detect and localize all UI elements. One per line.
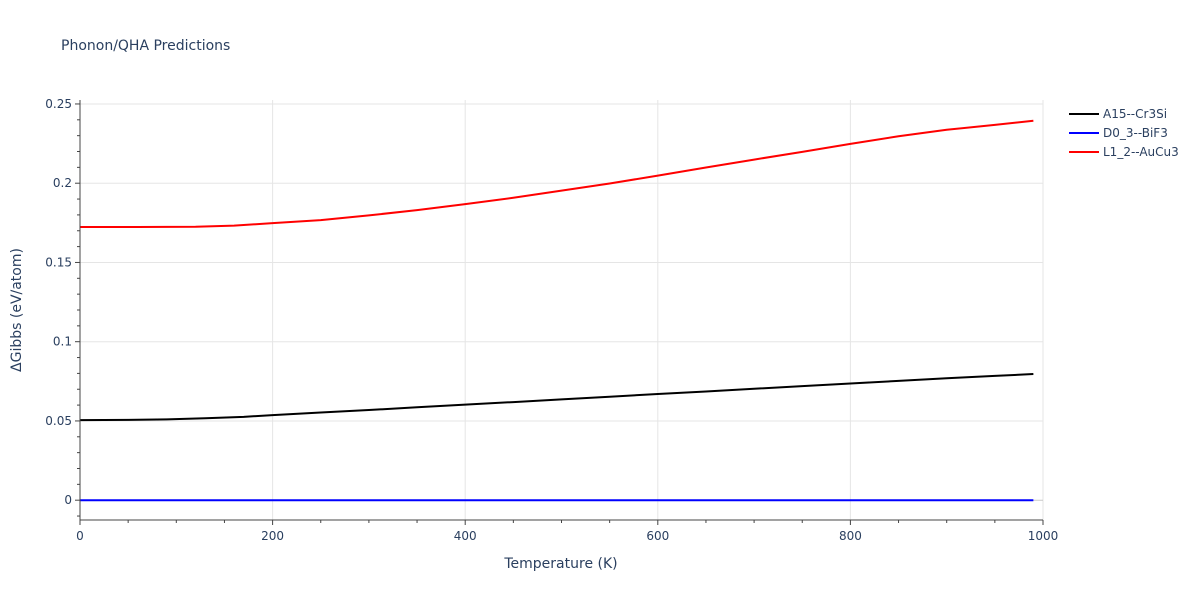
legend-label: A15--Cr3Si bbox=[1103, 107, 1167, 121]
y-tick-label: 0.15 bbox=[45, 255, 72, 269]
legend: A15--Cr3Si D0_3--BiF3 L1_2--AuCu3 bbox=[1069, 107, 1179, 159]
y-tick-label: 0 bbox=[64, 493, 72, 507]
x-axis-title: Temperature (K) bbox=[503, 556, 617, 572]
x-tick-label: 1000 bbox=[1028, 529, 1059, 543]
legend-item[interactable]: A15--Cr3Si bbox=[1069, 107, 1167, 121]
series-line bbox=[79, 373, 1034, 422]
chart-title: Phonon/QHA Predictions bbox=[61, 38, 230, 54]
x-tick-label: 600 bbox=[646, 529, 669, 543]
legend-label: D0_3--BiF3 bbox=[1103, 126, 1168, 140]
legend-label: L1_2--AuCu3 bbox=[1103, 145, 1179, 159]
y-tick-label: 0.1 bbox=[53, 335, 72, 349]
legend-item[interactable]: L1_2--AuCu3 bbox=[1069, 145, 1179, 159]
y-tick-label: 0.2 bbox=[53, 176, 72, 190]
y-tick-label: 0.05 bbox=[45, 414, 72, 428]
x-tick-label: 800 bbox=[839, 529, 862, 543]
series-lines bbox=[79, 119, 1034, 502]
y-tick-label: 0.25 bbox=[45, 97, 72, 111]
x-axis: 0 200 400 600 800 1000 bbox=[76, 519, 1059, 543]
x-tick-label: 400 bbox=[454, 529, 477, 543]
series-line bbox=[80, 119, 1034, 228]
x-tick-label: 200 bbox=[261, 529, 284, 543]
y-axis-title: ΔGibbs (eV/atom) bbox=[9, 248, 25, 372]
x-tick-label: 0 bbox=[76, 529, 84, 543]
gridlines bbox=[80, 100, 1044, 520]
legend-item[interactable]: D0_3--BiF3 bbox=[1069, 126, 1168, 140]
y-axis: 0 0.05 0.1 0.15 0.2 0.25 bbox=[45, 97, 81, 520]
